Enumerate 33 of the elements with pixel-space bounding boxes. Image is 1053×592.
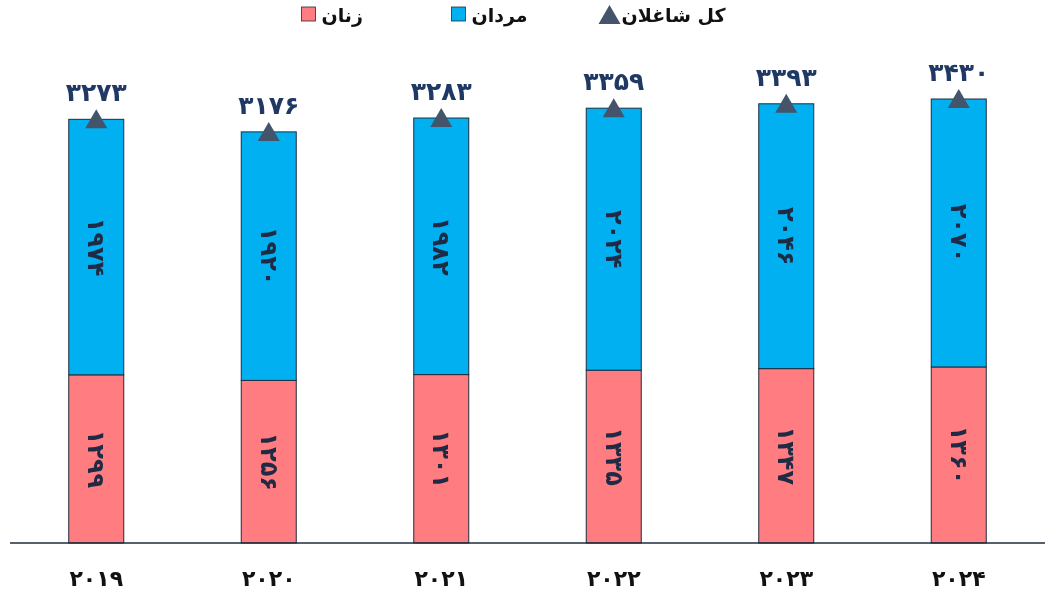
data-label: ۳۱۷۶ (238, 90, 300, 120)
data-label: ۳۴۳۰ (928, 58, 990, 87)
data-label: ۱۹۷۴ (82, 217, 111, 277)
point (430, 108, 453, 128)
legend-label: مردان (471, 4, 528, 27)
data-label: ۳۲۷۳ (65, 78, 127, 108)
x-tick-label: ۲۰۲۳ (759, 566, 814, 591)
data-label: ۲۰۴۶ (772, 206, 801, 266)
x-tick-label: ۲۰۲۲ (586, 566, 642, 591)
data-label: ۲۰۷۰ (944, 203, 973, 263)
point (85, 109, 108, 129)
data-label: ۳۳۵۹ (583, 67, 645, 97)
point (257, 121, 280, 141)
data-label: ۲۰۲۴ (599, 209, 628, 269)
point (947, 89, 970, 108)
data-label: ۱۲۵۶ (254, 432, 283, 491)
x-tick-label: ۲۰۱۹ (69, 566, 124, 591)
data-label: ۱۹۸۲ (427, 217, 456, 276)
data-label: ۱۹۲۰ (254, 226, 283, 286)
x-tick-label: ۲۰۲۴ (931, 566, 986, 591)
data-label: ۳۲۸۳ (410, 77, 472, 107)
x-tick-label: ۲۰۲۰ (241, 566, 296, 591)
data-label: ۱۳۶۰ (944, 425, 973, 485)
data-label: ۱۳۴۷ (772, 426, 801, 486)
data-label: ۱۲۹۹ (82, 429, 111, 489)
data-label: ۱۳۰۱ (427, 429, 456, 489)
legend-label: کل شاغلان (621, 4, 727, 26)
point (602, 98, 625, 118)
data-label: ۱۳۳۵ (599, 427, 628, 486)
x-tick-label: ۲۰۲۱ (414, 566, 469, 591)
data-label: ۳۳۹۳ (755, 62, 817, 92)
point (775, 93, 798, 113)
legend-label: زنان (321, 4, 363, 27)
